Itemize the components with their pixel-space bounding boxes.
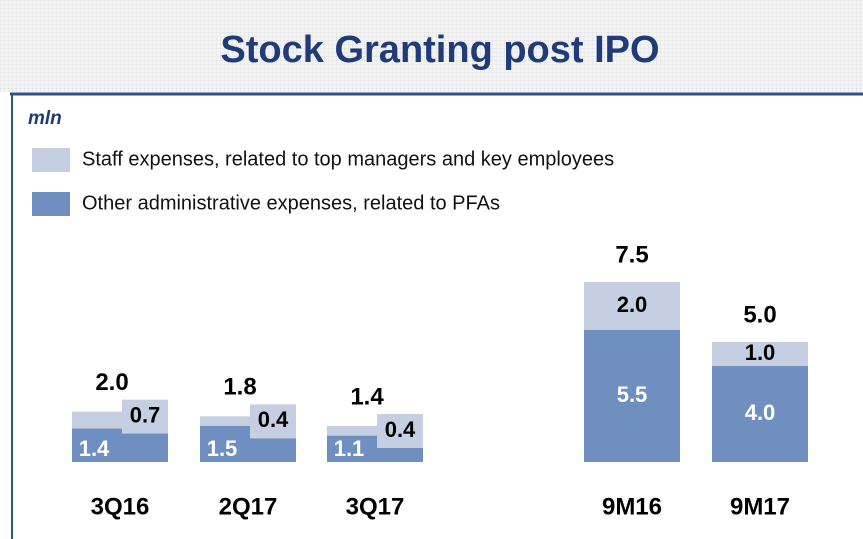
bar-segment [712,342,808,366]
label-box [122,399,168,434]
bar-segment [327,426,423,436]
x-tick-label: 3Q17 [346,493,405,520]
legend-swatch [32,192,70,216]
bar-segment [72,428,168,462]
x-tick-label: 2Q17 [219,493,278,520]
x-tick-label: 9M17 [730,493,790,520]
title-band [0,0,863,92]
legend-label: Other administrative expenses, related t… [82,192,500,214]
unit-label: mln [28,108,62,129]
value-label: 0.7 [130,402,161,427]
total-label: 1.4 [350,383,384,410]
total-label: 5.0 [743,301,776,328]
legend-swatch [32,148,70,172]
value-label: 1.4 [79,436,110,461]
value-label: 0.4 [258,407,289,432]
bar-segment [200,416,296,426]
total-label: 2.0 [95,369,128,396]
value-label: 1.1 [334,436,365,461]
value-label: 1.0 [745,340,776,365]
bar-segment [584,330,680,462]
label-box [250,404,296,439]
total-label: 7.5 [615,241,648,268]
value-label: 0.4 [385,417,416,442]
chart-title: Stock Granting post IPO [220,29,659,71]
x-tick-label: 3Q16 [91,493,150,520]
value-label: 2.0 [617,292,648,317]
legend-label: Staff expenses, related to top managers … [82,148,614,170]
total-label: 1.8 [223,374,256,401]
value-label: 1.5 [207,436,238,461]
bar-segment [712,366,808,462]
bar-segment [584,282,680,330]
x-tick-label: 9M16 [602,493,662,520]
value-label: 5.5 [617,382,648,407]
label-box [377,414,423,448]
value-label: 4.0 [745,400,776,425]
